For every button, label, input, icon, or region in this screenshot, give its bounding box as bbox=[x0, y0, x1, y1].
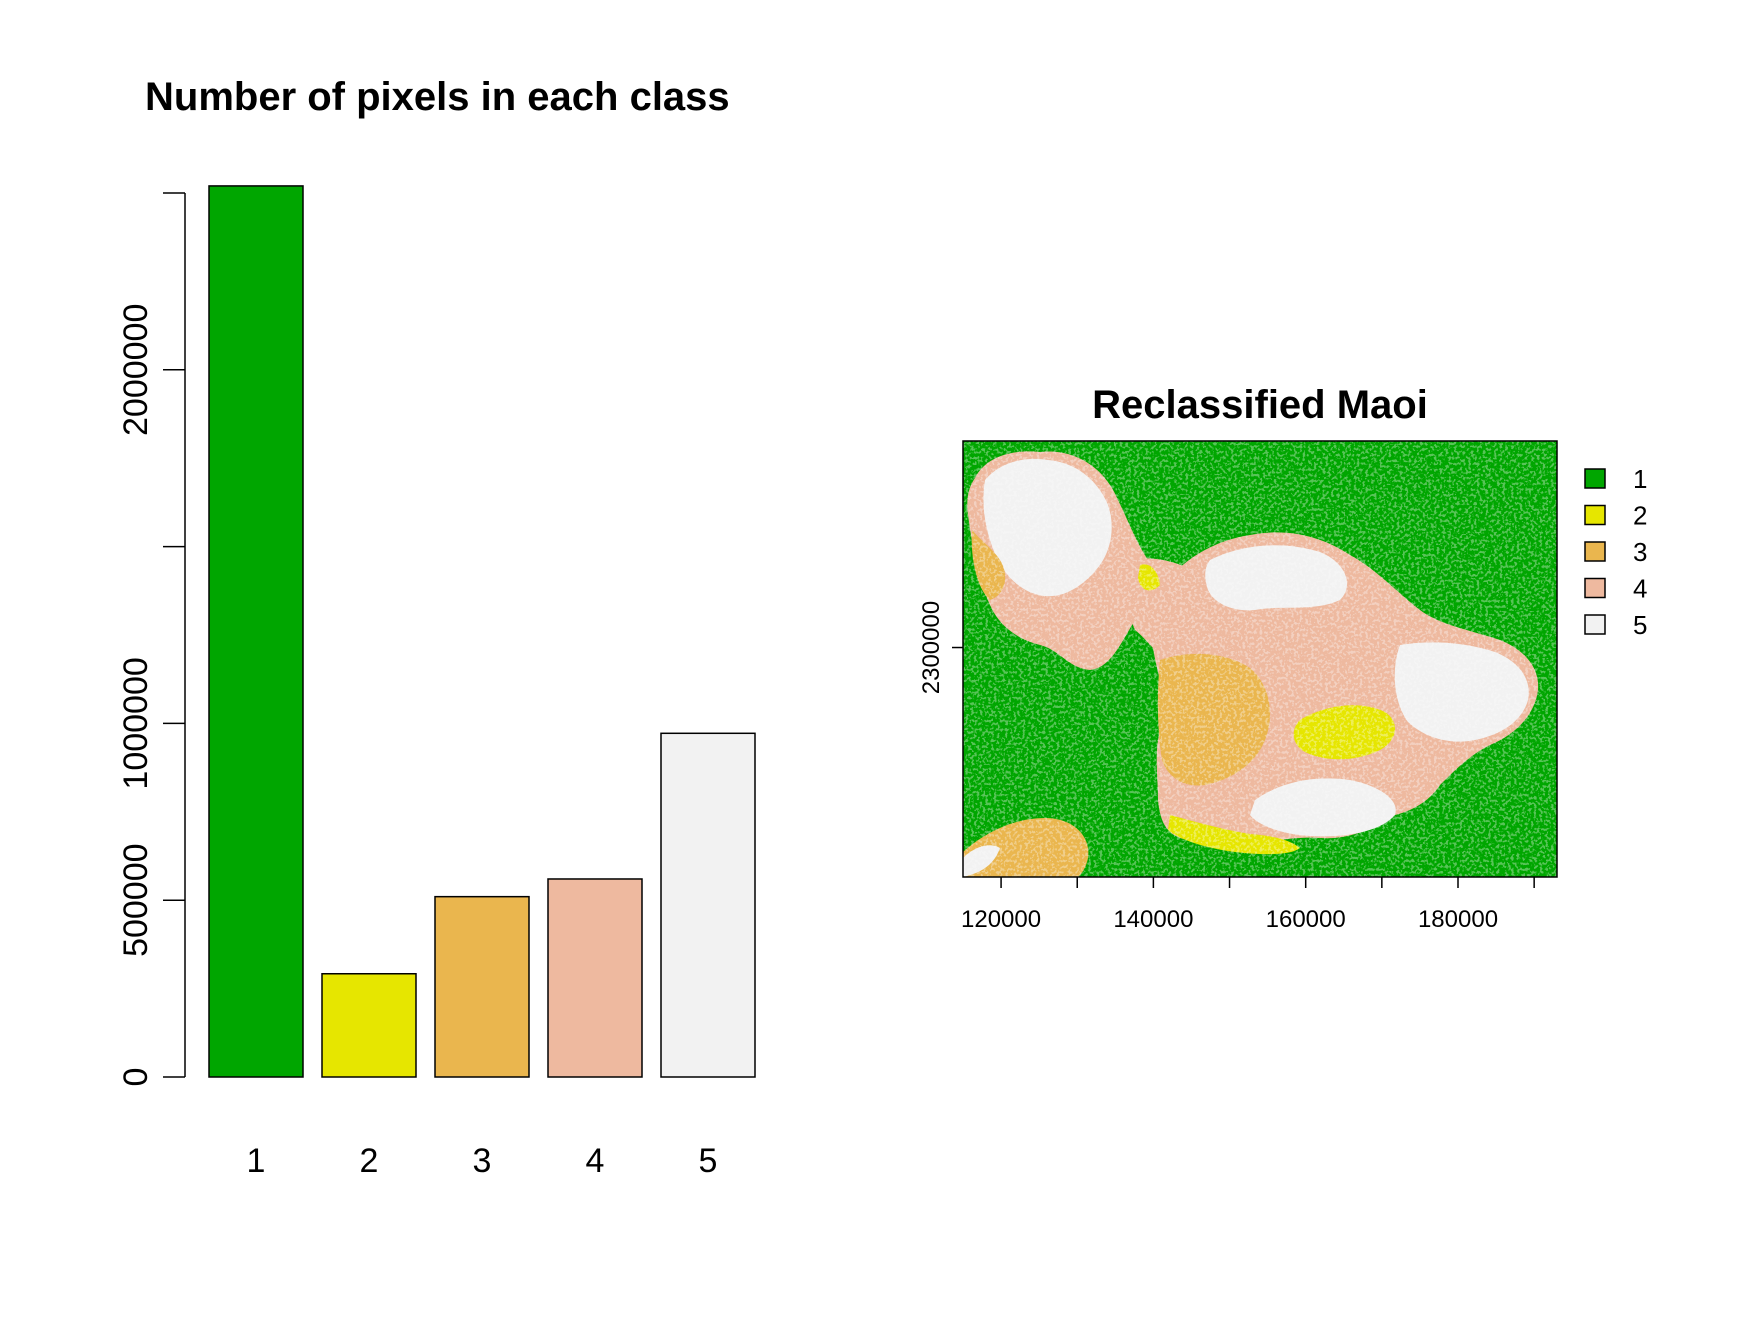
bar-x-label: 1 bbox=[247, 1142, 266, 1180]
map-y-axis: 2300000 bbox=[918, 601, 963, 694]
bar-1 bbox=[208, 185, 304, 1078]
legend-swatch bbox=[1584, 541, 1606, 562]
legend-swatch bbox=[1584, 577, 1606, 599]
legend-label: 1 bbox=[1633, 464, 1647, 494]
legend-label: 4 bbox=[1633, 574, 1647, 604]
bar-y-tick-label: 0 bbox=[117, 1068, 155, 1087]
legend-swatch bbox=[1584, 614, 1606, 635]
bar-x-label: 2 bbox=[360, 1142, 379, 1180]
map-frame bbox=[962, 440, 1558, 878]
bar-x-label: 4 bbox=[586, 1142, 605, 1180]
bar-x-labels: 1 2 3 4 5 bbox=[247, 1142, 718, 1180]
bar-3 bbox=[434, 895, 530, 1078]
bar-5 bbox=[660, 732, 756, 1078]
map-title: Reclassified Maoi bbox=[1092, 383, 1428, 427]
legend-swatch bbox=[1584, 504, 1606, 526]
bar-y-tick-label: 1000000 bbox=[117, 657, 155, 789]
bar-chart-title: Number of pixels in each class bbox=[145, 75, 730, 119]
map-x-axis: 120000 140000 160000 180000 bbox=[961, 877, 1535, 933]
map-x-tick-label: 160000 bbox=[1266, 906, 1346, 933]
bar-series bbox=[208, 185, 756, 1078]
bar-y-tick-label: 500000 bbox=[117, 843, 155, 956]
raster-speckle bbox=[963, 441, 1557, 877]
map-y-tick-label: 2300000 bbox=[918, 601, 945, 694]
map-legend: 1 2 3 4 5 bbox=[1584, 464, 1647, 640]
legend-label: 3 bbox=[1633, 537, 1647, 567]
raster-map bbox=[963, 441, 1557, 877]
bar-4 bbox=[547, 878, 643, 1078]
bar-chart-panel: Number of pixels in each class 050000010… bbox=[117, 75, 756, 1180]
bar-x-label: 3 bbox=[473, 1142, 492, 1180]
bar-x-label: 5 bbox=[699, 1142, 718, 1180]
bar-y-tick-label: 2000000 bbox=[117, 304, 155, 436]
map-panel: Reclassified Maoi 120000 140 bbox=[918, 383, 1647, 933]
legend-label: 5 bbox=[1633, 610, 1647, 640]
legend-swatch bbox=[1584, 468, 1606, 489]
bar-y-axis: 0 500000 1000000 2000000 bbox=[117, 192, 186, 1087]
legend-label: 2 bbox=[1633, 501, 1647, 531]
map-x-tick-label: 140000 bbox=[1113, 906, 1193, 933]
map-x-tick-label: 180000 bbox=[1418, 906, 1498, 933]
bar-2 bbox=[321, 972, 417, 1078]
map-x-tick-label: 120000 bbox=[961, 906, 1041, 933]
